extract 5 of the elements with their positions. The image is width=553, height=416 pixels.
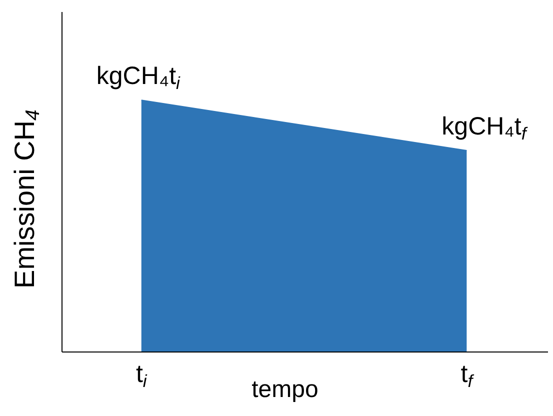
- x-axis-title: tempo: [252, 376, 318, 403]
- x-tick-label: t$_{i}$: [136, 360, 148, 390]
- x-tick-label: t$_{f}$: [460, 360, 475, 390]
- annotation: kgCH₄t$_{i}$: [96, 62, 182, 93]
- annotation: kgCH₄t$_{f}$: [442, 112, 528, 144]
